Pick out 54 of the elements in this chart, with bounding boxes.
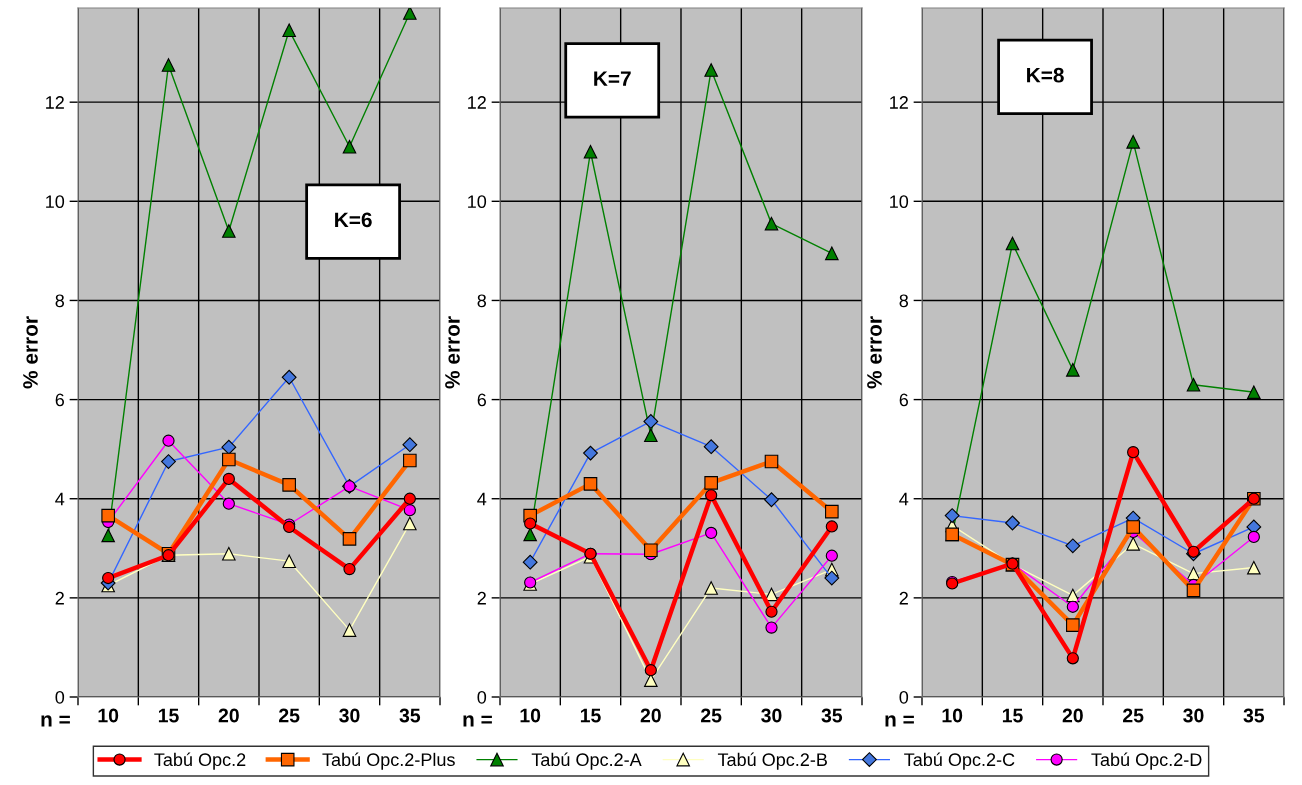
y-tick-label: 8: [899, 294, 909, 308]
y-tick-label: 0: [55, 690, 65, 704]
x-tick-label: 10: [98, 708, 119, 723]
y-tick-label: 12: [890, 96, 908, 109]
legend-label: Tabú Opc.2: [154, 752, 246, 770]
x-axis-title: n =: [463, 715, 492, 727]
x-tick-label: 30: [761, 708, 782, 723]
x-tick-label: 35: [821, 708, 843, 723]
x-tick-label: 20: [218, 708, 239, 723]
x-tick-label: 15: [158, 708, 179, 723]
annotation: K=8: [1027, 67, 1064, 83]
x-tick-label: 20: [1062, 708, 1083, 723]
y-tick-label: 10: [46, 195, 65, 209]
y-tick-label: 8: [477, 294, 487, 308]
y-tick-label: 4: [55, 492, 65, 506]
y-tick-label: 12: [468, 96, 486, 109]
annotation: K=7: [594, 71, 631, 86]
legend-label: Tabú Opc.2-Plus: [322, 752, 455, 770]
y-tick-label: 0: [899, 690, 909, 704]
legend-label: Tabú Opc.2-B: [717, 752, 827, 770]
y-axis-title: % error: [23, 316, 38, 389]
y-tick-label: 6: [55, 393, 65, 407]
y-tick-label: 10: [468, 195, 487, 209]
x-axis-title: n =: [885, 715, 914, 727]
y-axis-title: % error: [867, 316, 882, 389]
y-tick-label: 4: [899, 492, 909, 506]
y-tick-label: 4: [477, 492, 487, 506]
x-tick-label: 35: [399, 708, 421, 723]
y-tick-label: 2: [477, 591, 486, 605]
x-tick-label: 10: [942, 708, 963, 723]
x-tick-label: 10: [520, 708, 541, 723]
annotation: K=6: [335, 212, 372, 228]
x-axis-title: n =: [41, 715, 70, 727]
x-tick-label: 25: [701, 708, 722, 723]
y-axis-title: % error: [445, 316, 460, 389]
x-tick-label: 25: [1123, 708, 1144, 723]
x-tick-label: 25: [279, 708, 300, 723]
x-tick-label: 15: [1002, 708, 1023, 723]
y-tick-label: 12: [46, 96, 64, 109]
legend-label: Tabú Opc.2-C: [904, 752, 1015, 770]
x-tick-label: 20: [640, 708, 661, 723]
y-tick-label: 6: [899, 393, 909, 407]
y-tick-label: 2: [55, 591, 64, 605]
x-tick-label: 35: [1243, 708, 1265, 723]
y-tick-label: 2: [899, 591, 908, 605]
y-tick-label: 0: [477, 690, 487, 704]
legend-label: Tabú Opc.2-D: [1091, 752, 1202, 770]
x-tick-label: 30: [1183, 708, 1204, 723]
y-tick-label: 10: [890, 195, 909, 209]
x-tick-label: 15: [580, 708, 601, 723]
y-tick-label: 6: [477, 393, 487, 407]
legend-label: Tabú Opc.2-A: [531, 752, 642, 770]
y-tick-label: 8: [55, 294, 65, 308]
x-tick-label: 30: [339, 708, 360, 723]
